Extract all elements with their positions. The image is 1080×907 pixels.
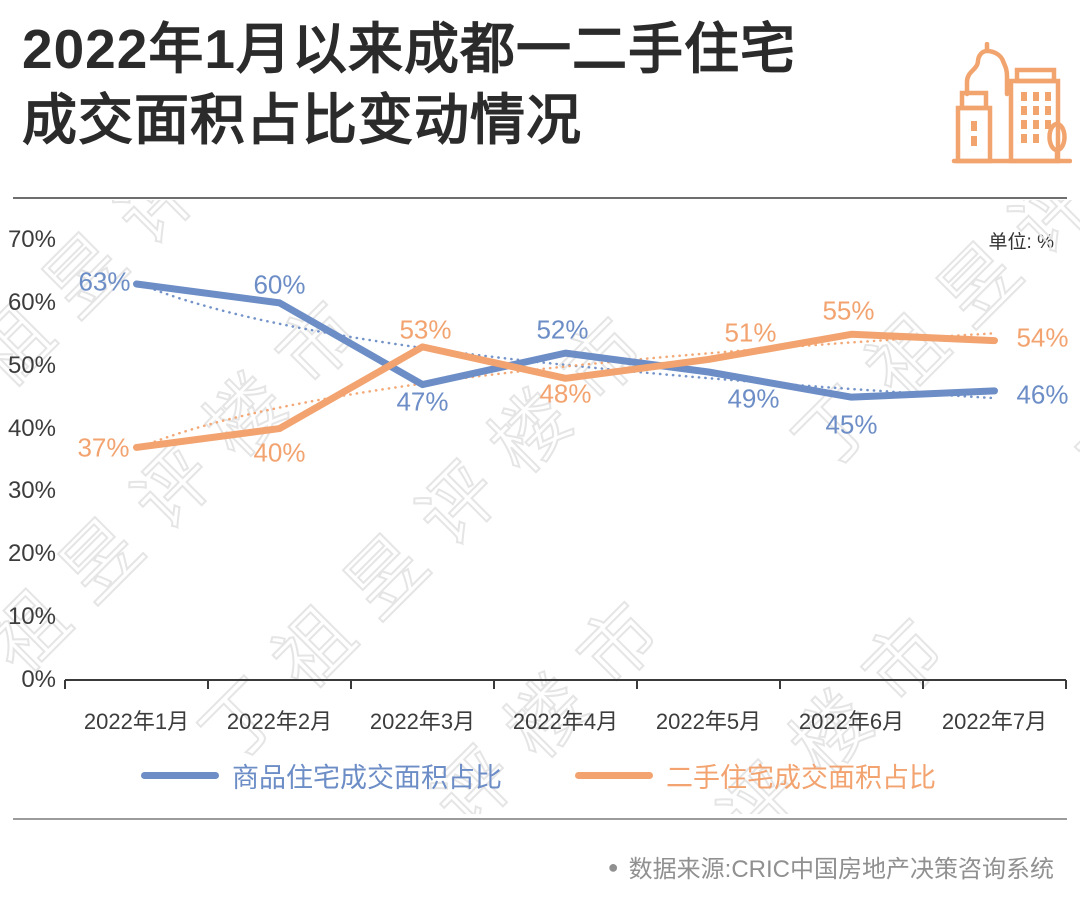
x-tick-label: 2022年1月 [83, 709, 190, 734]
source-note: ● 数据来源:CRIC中国房地产决策咨询系统 [608, 849, 1054, 884]
data-label: 45% [825, 409, 878, 440]
source-text: 数据来源:CRIC中国房地产决策咨询系统 [628, 856, 1054, 883]
y-tick-label: 50% [7, 351, 56, 379]
legend-swatch-new-homes [141, 772, 219, 779]
data-label: 52% [536, 314, 589, 345]
y-tick-label: 20% [7, 540, 56, 568]
data-label: 48% [539, 378, 592, 409]
y-tick-label: 60% [7, 288, 56, 316]
y-tick-label: 40% [7, 414, 56, 442]
y-tick-label: 70% [7, 226, 56, 253]
data-label: 60% [253, 269, 306, 300]
plot-svg [64, 280, 1067, 689]
legend-label-new-homes: 商品住宅成交面积占比 [232, 763, 502, 793]
data-label: 46% [1016, 379, 1069, 410]
buildings-icon [932, 41, 1073, 167]
x-tick-label: 2022年3月 [369, 709, 476, 734]
x-tick-label: 2022年7月 [941, 709, 1048, 734]
page-title: 2022年1月以来成都一二手住宅 成交面积占比变动情况 [22, 14, 796, 156]
y-tick-label: 0% [21, 666, 56, 693]
header-divider [13, 197, 1067, 199]
page-title-line1: 2022年1月以来成都一二手住宅 [22, 18, 796, 80]
legend-item-secondhand: 二手住宅成交面积占比 [575, 756, 936, 795]
data-label: 55% [822, 295, 875, 326]
data-label: 49% [727, 383, 780, 414]
data-label: 47% [396, 386, 449, 417]
trendline-series-0 [135, 281, 996, 400]
data-label: 40% [253, 437, 306, 468]
x-tick-label: 2022年6月 [798, 709, 905, 734]
unit-label: 单位: % [988, 232, 1054, 253]
trendline-series-1 [135, 332, 996, 450]
legend-label-secondhand: 二手住宅成交面积占比 [666, 763, 936, 793]
data-label: 51% [724, 317, 777, 348]
data-label: 37% [77, 432, 130, 463]
source-bullet-icon: ● [607, 856, 619, 877]
legend-item-new-homes: 商品住宅成交面积占比 [141, 756, 502, 795]
y-tick-label: 10% [7, 603, 56, 631]
footer-divider [13, 818, 1067, 820]
data-label: 54% [1016, 322, 1069, 353]
series-line-1 [133, 330, 998, 451]
page-title-line2: 成交面积占比变动情况 [22, 89, 583, 151]
y-tick-label: 30% [7, 477, 56, 505]
legend-swatch-secondhand [575, 772, 653, 779]
x-tick-label: 2022年5月 [655, 709, 762, 734]
data-label: 53% [399, 314, 452, 345]
x-tick-label: 2022年2月 [226, 709, 333, 734]
x-tick-label: 2022年4月 [512, 709, 619, 734]
data-label: 63% [78, 266, 131, 297]
series-line-0 [133, 280, 998, 401]
